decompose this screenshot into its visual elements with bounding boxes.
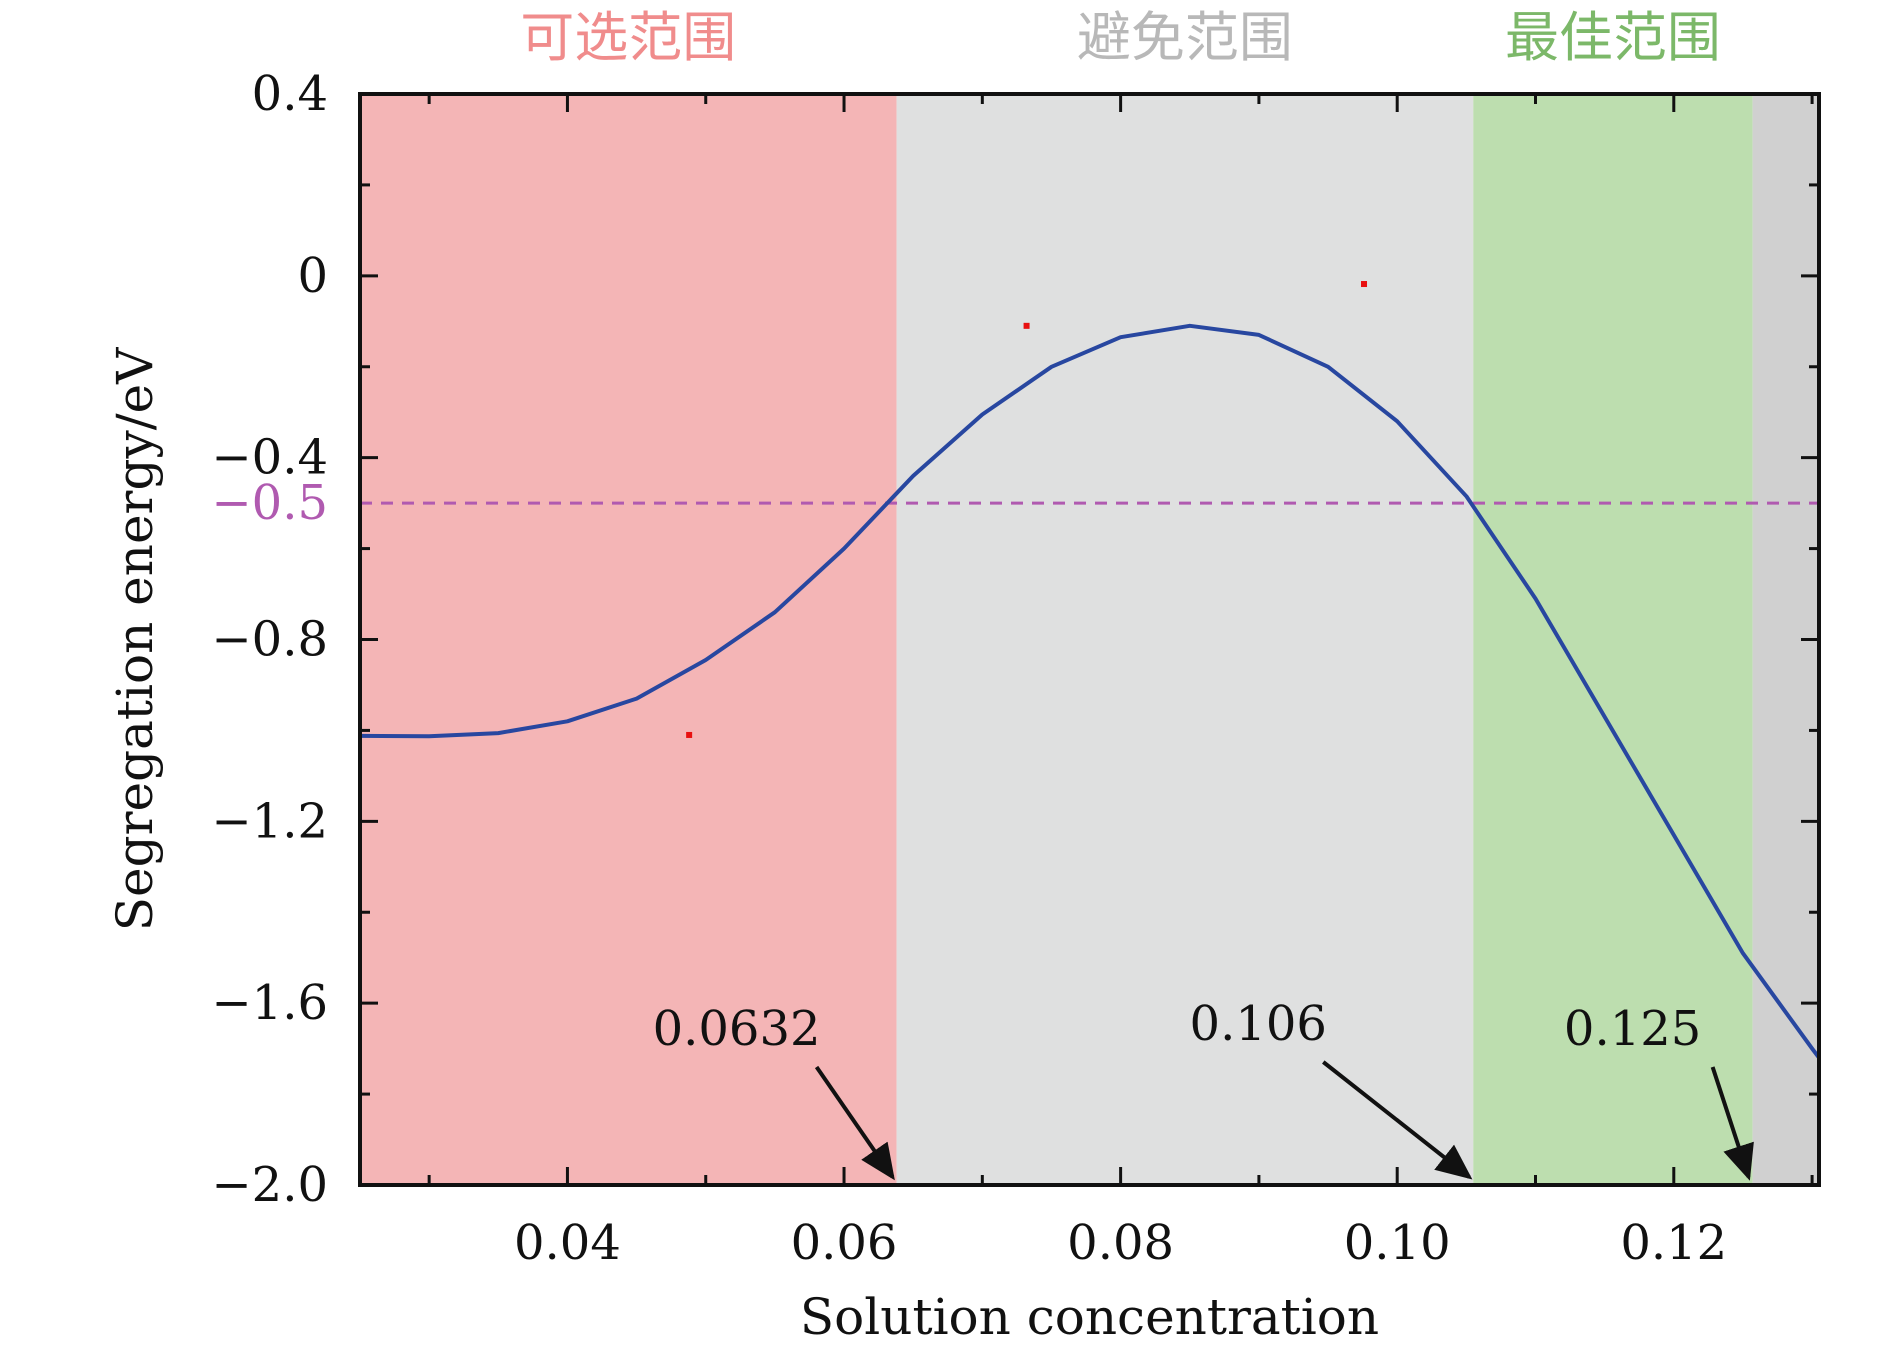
x-tick-label: 0.12 (1620, 1215, 1727, 1271)
axis-ticks (360, 92, 1819, 1187)
x-tick-label: 0.08 (1067, 1215, 1174, 1271)
y-tick-label: 0 (297, 248, 328, 304)
annotation-label: 0.0632 (653, 1001, 821, 1057)
markers-group (686, 281, 1368, 738)
x-tick-label: 0.04 (514, 1215, 621, 1271)
annotation-label: 0.106 (1190, 996, 1327, 1052)
tick-labels: 0.04 0.06 0.08 0.10 0.12 0.4 0 −0.4 −0.8 −1.2 −1.6… (211, 66, 1727, 1271)
series-group (359, 323, 1821, 1059)
region-labels: 可选范围 避免范围 最佳范围 (520, 6, 1721, 69)
reference-line-label: −0.5 (211, 475, 328, 531)
y-tick-label: −1.6 (211, 975, 328, 1031)
annotations-group: 0.0632 0.106 0.125 (653, 996, 1754, 1181)
data-point (1361, 281, 1368, 288)
annotation-label: 0.125 (1564, 1001, 1701, 1057)
y-tick-label: −0.4 (211, 430, 328, 486)
region-band (1473, 94, 1753, 1185)
y-axis-title: Segregation energy/eV (106, 347, 164, 931)
region-label: 最佳范围 (1505, 6, 1721, 69)
region-label: 避免范围 (1077, 6, 1293, 69)
series-line (359, 323, 1821, 1059)
x-axis-title: Solution concentration (800, 1288, 1379, 1346)
x-tick-label: 0.06 (791, 1215, 898, 1271)
x-tick-label: 0.10 (1344, 1215, 1451, 1271)
annotation-arrow (814, 1065, 895, 1181)
region-label: 可选范围 (520, 6, 736, 69)
y-tick-label: −0.8 (211, 612, 328, 668)
y-tick-label: −2.0 (211, 1157, 328, 1213)
y-tick-label: 0.4 (252, 66, 328, 122)
annotation-arrow (1322, 1060, 1473, 1180)
annotation-arrow (1710, 1066, 1754, 1181)
data-point (1023, 322, 1030, 329)
region-band (360, 94, 897, 1185)
region-band (896, 94, 1474, 1185)
data-point (686, 731, 693, 738)
y-tick-label: −1.2 (211, 793, 328, 849)
